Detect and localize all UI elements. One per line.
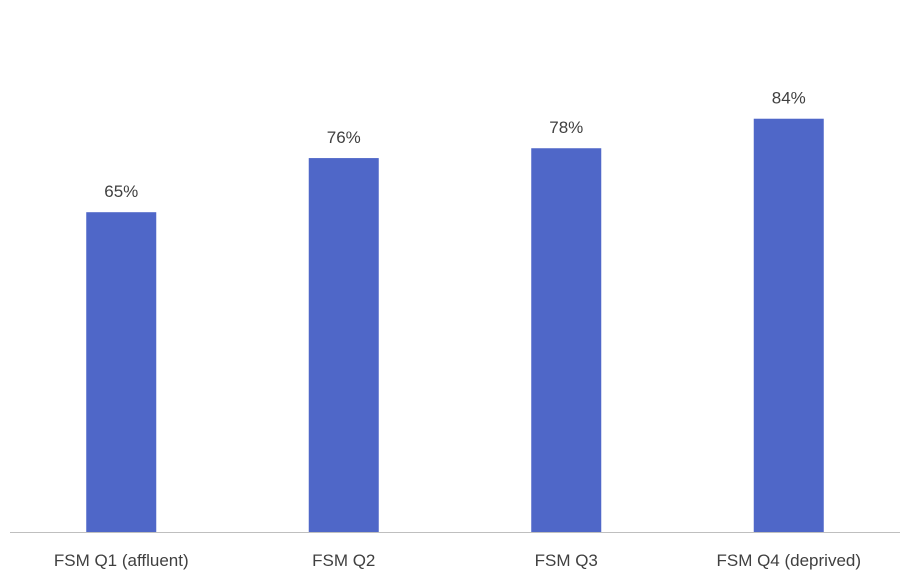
x-tick-label-3: FSM Q3 [535,551,598,570]
tick-label-group: FSM Q1 (affluent) FSM Q2 FSM Q3 FSM Q4 (dep… [54,551,861,570]
bar-3 [531,148,602,533]
bar-4 [753,118,824,532]
bar-1 [86,212,157,532]
x-tick-label-4: FSM Q4 (deprived) [716,551,861,570]
data-label-group: 65% 76% 78% 84% [104,89,806,201]
x-tick-label-2: FSM Q2 [312,551,375,570]
data-label-1: 65% [104,182,138,201]
bar-2 [308,158,379,532]
x-tick-label-1: FSM Q1 (affluent) [54,551,189,570]
data-label-4: 84% [772,89,806,108]
data-label-3: 78% [549,118,583,137]
bar-group [86,118,824,533]
data-label-2: 76% [327,128,361,147]
